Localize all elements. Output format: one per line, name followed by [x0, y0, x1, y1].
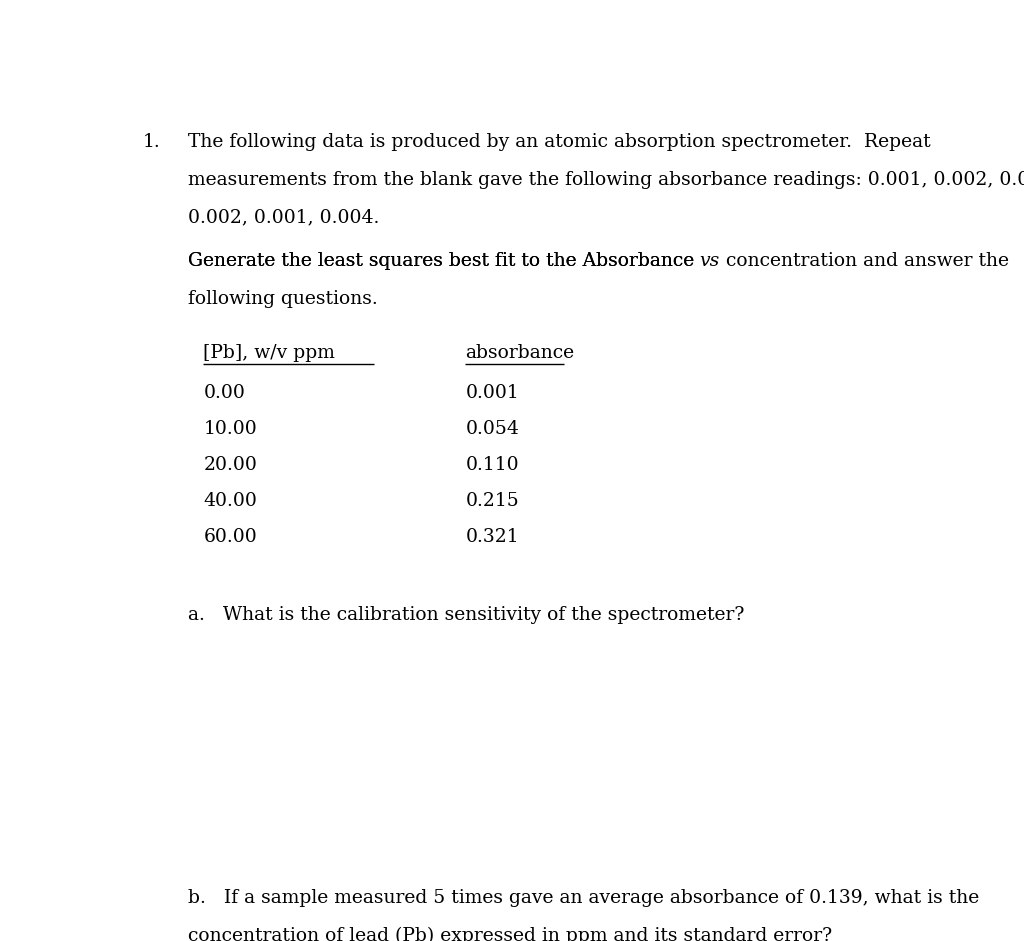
Text: b.   If a sample measured 5 times gave an average absorbance of 0.139, what is t: b. If a sample measured 5 times gave an …: [187, 888, 979, 906]
Text: 60.00: 60.00: [204, 529, 257, 547]
Text: concentration and answer the: concentration and answer the: [720, 252, 1009, 270]
Text: 40.00: 40.00: [204, 492, 257, 510]
Text: The following data is produced by an atomic absorption spectrometer.  Repeat: The following data is produced by an ato…: [187, 134, 930, 152]
Text: 1.: 1.: [142, 134, 160, 152]
Text: 20.00: 20.00: [204, 456, 257, 474]
Text: [Pb], w/v ppm: [Pb], w/v ppm: [204, 344, 335, 362]
Text: 0.002, 0.001, 0.004.: 0.002, 0.001, 0.004.: [187, 209, 379, 227]
Text: vs: vs: [699, 252, 720, 270]
Text: 0.00: 0.00: [204, 384, 246, 402]
Text: 0.215: 0.215: [465, 492, 519, 510]
Text: 10.00: 10.00: [204, 420, 257, 438]
Text: 0.321: 0.321: [465, 529, 519, 547]
Text: 0.110: 0.110: [465, 456, 519, 474]
Text: 0.054: 0.054: [465, 420, 519, 438]
Text: following questions.: following questions.: [187, 290, 377, 308]
Text: measurements from the blank gave the following absorbance readings: 0.001, 0.002: measurements from the blank gave the fol…: [187, 171, 1024, 189]
Text: Generate the least squares best fit to the Absorbance: Generate the least squares best fit to t…: [187, 252, 699, 270]
Text: Generate the least squares best fit to the Absorbance: Generate the least squares best fit to t…: [187, 252, 699, 270]
Text: 0.001: 0.001: [465, 384, 519, 402]
Text: concentration of lead (Pb) expressed in ppm and its standard error?: concentration of lead (Pb) expressed in …: [187, 926, 831, 941]
Text: a.   What is the calibration sensitivity of the spectrometer?: a. What is the calibration sensitivity o…: [187, 606, 743, 624]
Text: absorbance: absorbance: [465, 344, 574, 362]
